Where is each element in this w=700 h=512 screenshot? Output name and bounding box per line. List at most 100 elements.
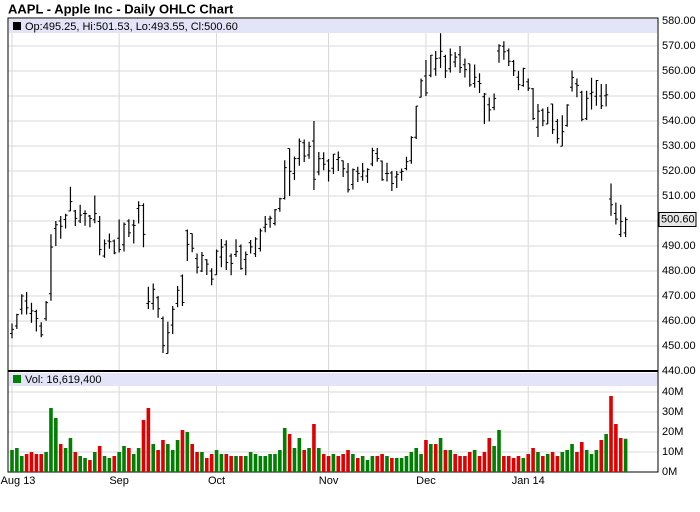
volume-bar xyxy=(550,452,555,472)
volume-bar xyxy=(205,458,209,472)
volume-bar xyxy=(180,430,185,472)
volume-bar xyxy=(370,456,375,472)
volume-legend: Vol: 16,619,400 xyxy=(25,374,101,386)
volume-bar xyxy=(560,452,565,472)
volume-bar xyxy=(487,438,492,472)
volume-bar xyxy=(39,454,44,472)
volume-bar xyxy=(346,450,350,472)
volume-bar xyxy=(248,452,253,472)
volume-bar xyxy=(492,446,496,472)
y-tick-label: 570.00 xyxy=(662,40,696,52)
volume-bar xyxy=(584,450,589,472)
volume-bar xyxy=(117,452,121,472)
volume-bar xyxy=(253,454,258,472)
volume-bar xyxy=(170,450,175,472)
volume-bar xyxy=(15,448,19,472)
volume-bar xyxy=(390,458,394,472)
volume-bar xyxy=(477,456,482,472)
volume-bar xyxy=(312,424,316,472)
volume-bar xyxy=(506,456,511,472)
volume-bar xyxy=(472,450,477,472)
volume-bar xyxy=(511,458,516,472)
volume-bar xyxy=(273,454,277,472)
volume-bar xyxy=(355,458,360,472)
y-tick-label: 520.00 xyxy=(662,165,696,177)
y-tick-label: 580.00 xyxy=(662,15,696,27)
volume-bar xyxy=(122,446,126,472)
volume-bar xyxy=(151,444,156,472)
volume-bar xyxy=(63,448,68,472)
volume-bar xyxy=(399,458,404,472)
volume-bar xyxy=(102,456,107,472)
volume-bar xyxy=(497,430,501,472)
volume-bar xyxy=(214,450,219,472)
volume-bar xyxy=(297,438,302,472)
volume-bar xyxy=(618,438,623,472)
y-tick-label: 10M xyxy=(662,446,683,458)
x-tick-label: Oct xyxy=(208,475,225,487)
volume-bar xyxy=(219,454,224,472)
y-tick-label: 0M xyxy=(662,466,677,478)
volume-bar xyxy=(195,452,199,472)
volume-bar xyxy=(54,418,58,472)
volume-bar xyxy=(58,444,63,472)
y-tick-label: 470.00 xyxy=(662,290,696,302)
volume-bar xyxy=(263,456,268,472)
volume-bar xyxy=(146,408,151,472)
y-tick-label: 550.00 xyxy=(662,90,696,102)
volume-bar xyxy=(482,452,487,472)
volume-bar xyxy=(97,446,102,472)
volume-bar xyxy=(166,444,170,472)
volume-bar xyxy=(161,440,165,472)
volume-bar xyxy=(229,456,233,472)
volume-bar xyxy=(141,420,146,472)
volume-bar xyxy=(156,450,160,472)
y-tick-label: 560.00 xyxy=(662,65,696,77)
volume-bar xyxy=(565,450,569,472)
volume-bar xyxy=(112,456,117,472)
volume-bar xyxy=(438,438,443,472)
volume-bar xyxy=(429,444,433,472)
volume-bar xyxy=(623,438,628,472)
volume-bar xyxy=(458,456,462,472)
volume-bar xyxy=(541,456,545,472)
y-tick-label: 20M xyxy=(662,426,683,438)
last-price-box xyxy=(658,212,697,227)
y-tick-label: 510.00 xyxy=(662,190,696,202)
volume-bar xyxy=(292,448,297,472)
volume-bar xyxy=(341,454,345,472)
legend-swatch xyxy=(13,22,21,30)
volume-bar xyxy=(424,440,428,472)
y-tick-label: 40M xyxy=(662,386,683,398)
volume-bar xyxy=(536,452,540,472)
volume-bar xyxy=(409,452,414,472)
volume-bar xyxy=(365,460,370,472)
volume-bar xyxy=(331,454,336,472)
volume-bar xyxy=(589,454,594,472)
volume-bar xyxy=(29,452,34,472)
y-tick-label: 460.00 xyxy=(662,315,696,327)
volume-bar xyxy=(200,452,204,472)
volume-bar xyxy=(185,432,190,472)
price-legend: Op:495.25, Hi:501.53, Lo:493.55, Cl:500.… xyxy=(25,21,238,33)
volume-bar xyxy=(258,456,263,472)
volume-bar xyxy=(521,458,526,472)
last-price-label: 500.60 xyxy=(661,213,695,225)
volume-bar xyxy=(10,450,14,472)
x-tick-label: Aug 13 xyxy=(1,475,36,487)
volume-bar xyxy=(516,456,521,472)
y-tick-label: 30M xyxy=(662,406,683,418)
volume-bar xyxy=(433,444,438,472)
volume-bar xyxy=(19,456,24,472)
volume-bar xyxy=(443,450,448,472)
volume-bar xyxy=(68,438,73,472)
volume-bar xyxy=(287,434,292,472)
y-tick-label: 530.00 xyxy=(662,140,696,152)
volume-bar xyxy=(127,448,131,472)
volume-bar xyxy=(375,456,380,472)
volume-bar xyxy=(326,456,331,472)
volume-bar xyxy=(34,454,39,472)
volume-bar xyxy=(545,454,550,472)
